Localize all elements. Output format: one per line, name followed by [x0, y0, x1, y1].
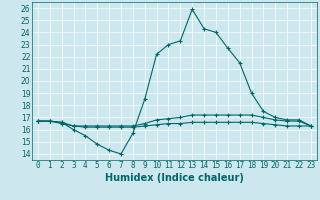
- X-axis label: Humidex (Indice chaleur): Humidex (Indice chaleur): [105, 173, 244, 183]
